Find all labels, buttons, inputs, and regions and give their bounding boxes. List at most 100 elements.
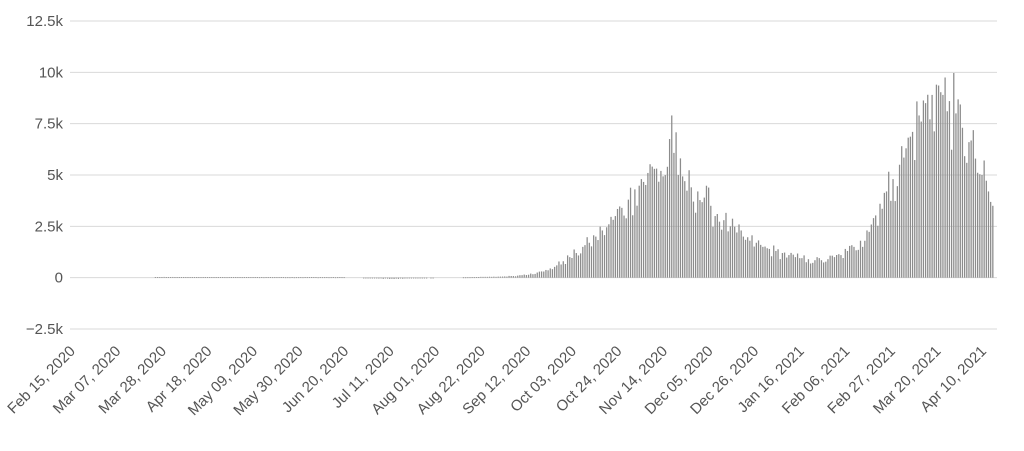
bar bbox=[508, 275, 510, 278]
bar bbox=[543, 271, 545, 278]
bar bbox=[723, 220, 725, 278]
bar bbox=[922, 100, 925, 278]
bar bbox=[686, 190, 688, 278]
bar bbox=[838, 254, 840, 278]
bar bbox=[786, 257, 788, 278]
bar bbox=[319, 277, 321, 279]
bar bbox=[562, 261, 564, 278]
bar bbox=[530, 273, 532, 278]
bar bbox=[575, 253, 577, 278]
bar bbox=[256, 277, 259, 278]
bar bbox=[729, 226, 731, 278]
bar bbox=[475, 277, 478, 278]
bar bbox=[547, 270, 549, 278]
bar bbox=[198, 277, 200, 278]
bar bbox=[282, 277, 285, 279]
bar bbox=[655, 168, 658, 278]
bar bbox=[901, 146, 903, 278]
bar bbox=[651, 166, 653, 278]
bar bbox=[191, 277, 193, 278]
bar bbox=[977, 172, 979, 278]
bar bbox=[963, 156, 966, 278]
bar bbox=[606, 227, 608, 278]
bar bbox=[807, 259, 810, 278]
bar bbox=[879, 203, 881, 278]
bar bbox=[916, 101, 918, 278]
bar bbox=[465, 277, 467, 279]
bar bbox=[588, 242, 590, 278]
bar bbox=[636, 205, 638, 278]
bar bbox=[545, 269, 547, 278]
bar bbox=[647, 172, 649, 278]
bar bbox=[770, 256, 773, 278]
bar bbox=[280, 277, 282, 278]
bar bbox=[629, 187, 632, 278]
bar bbox=[211, 277, 213, 278]
bar bbox=[727, 231, 729, 278]
bar bbox=[781, 253, 784, 278]
bar bbox=[645, 184, 647, 278]
bar bbox=[660, 170, 662, 278]
bar bbox=[217, 277, 219, 278]
bar bbox=[632, 215, 634, 278]
bar bbox=[473, 277, 475, 279]
bar bbox=[156, 277, 159, 278]
bar bbox=[373, 277, 376, 279]
bar bbox=[831, 255, 833, 278]
bar bbox=[204, 277, 206, 278]
bar bbox=[252, 277, 254, 278]
bar bbox=[924, 103, 927, 278]
bar bbox=[499, 276, 502, 278]
bar bbox=[610, 216, 612, 278]
y-tick-label: 10k bbox=[39, 64, 64, 81]
bar bbox=[165, 277, 167, 278]
bar bbox=[898, 164, 901, 278]
bar bbox=[534, 273, 536, 278]
bar bbox=[690, 187, 692, 278]
bar bbox=[892, 179, 894, 278]
bar bbox=[890, 200, 892, 278]
bar bbox=[276, 277, 278, 279]
bar bbox=[816, 257, 818, 278]
bar bbox=[862, 246, 864, 278]
bar bbox=[393, 277, 395, 279]
bar bbox=[725, 212, 727, 278]
bar bbox=[467, 277, 469, 279]
bar bbox=[397, 277, 400, 279]
bar bbox=[332, 277, 334, 278]
bar bbox=[877, 225, 879, 278]
bar bbox=[701, 202, 703, 278]
bar bbox=[929, 119, 931, 278]
bar bbox=[866, 230, 868, 278]
bar bbox=[955, 113, 957, 278]
bar bbox=[196, 277, 198, 278]
bar bbox=[942, 94, 944, 278]
bar bbox=[382, 277, 384, 279]
bar bbox=[857, 249, 859, 278]
bar bbox=[883, 192, 885, 278]
bar bbox=[432, 277, 434, 279]
bar bbox=[200, 277, 202, 279]
bar bbox=[486, 276, 488, 278]
bar bbox=[291, 277, 293, 278]
bar bbox=[833, 257, 836, 278]
bar bbox=[501, 276, 504, 278]
bar bbox=[738, 224, 740, 278]
bar bbox=[974, 158, 977, 278]
bar bbox=[716, 214, 718, 278]
bar bbox=[480, 276, 482, 278]
bar bbox=[927, 94, 929, 278]
bar bbox=[525, 275, 528, 278]
bar bbox=[684, 181, 686, 278]
bar bbox=[812, 262, 814, 278]
bar bbox=[365, 277, 367, 279]
bar bbox=[796, 253, 799, 278]
bar bbox=[245, 277, 248, 278]
bar bbox=[612, 219, 614, 278]
bar bbox=[790, 252, 792, 278]
bar bbox=[215, 277, 217, 278]
bar bbox=[673, 152, 675, 278]
bar bbox=[415, 277, 417, 279]
bar bbox=[668, 139, 671, 278]
bar bbox=[681, 176, 684, 278]
